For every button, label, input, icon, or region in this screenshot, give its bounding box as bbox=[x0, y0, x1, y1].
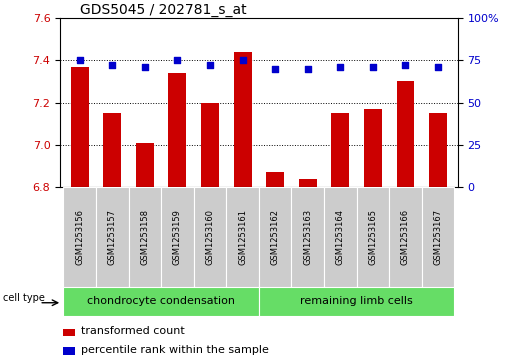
Bar bbox=[63, 187, 96, 287]
Bar bbox=[63, 347, 75, 355]
Text: GDS5045 / 202781_s_at: GDS5045 / 202781_s_at bbox=[80, 3, 247, 17]
Text: GSM1253158: GSM1253158 bbox=[140, 209, 150, 265]
Text: remaining limb cells: remaining limb cells bbox=[300, 296, 413, 306]
Point bbox=[271, 66, 279, 72]
Bar bbox=[201, 103, 219, 187]
Bar bbox=[129, 187, 161, 287]
Bar bbox=[396, 81, 414, 187]
Point bbox=[206, 62, 214, 68]
Point bbox=[75, 57, 84, 63]
Bar bbox=[291, 187, 324, 287]
Text: GSM1253167: GSM1253167 bbox=[434, 209, 442, 265]
Bar bbox=[266, 172, 284, 187]
Bar bbox=[389, 187, 422, 287]
Bar bbox=[429, 113, 447, 187]
Bar bbox=[299, 179, 317, 187]
Point bbox=[401, 62, 410, 68]
Text: transformed count: transformed count bbox=[81, 326, 185, 337]
Text: chondrocyte condensation: chondrocyte condensation bbox=[87, 296, 235, 306]
Bar bbox=[259, 287, 454, 316]
Text: GSM1253163: GSM1253163 bbox=[303, 209, 312, 265]
Bar bbox=[71, 67, 89, 187]
Bar bbox=[357, 187, 389, 287]
Text: GSM1253164: GSM1253164 bbox=[336, 209, 345, 265]
Point bbox=[173, 57, 181, 63]
Point bbox=[141, 64, 149, 70]
Bar bbox=[194, 187, 226, 287]
Point bbox=[303, 66, 312, 72]
Text: GSM1253157: GSM1253157 bbox=[108, 209, 117, 265]
Bar bbox=[332, 113, 349, 187]
Text: percentile rank within the sample: percentile rank within the sample bbox=[81, 345, 269, 355]
Bar bbox=[63, 329, 75, 336]
Point bbox=[238, 57, 247, 63]
Bar bbox=[104, 113, 121, 187]
Bar bbox=[234, 52, 252, 187]
Text: GSM1253156: GSM1253156 bbox=[75, 209, 84, 265]
Bar bbox=[63, 287, 259, 316]
Point bbox=[336, 64, 345, 70]
Bar bbox=[161, 187, 194, 287]
Bar bbox=[259, 187, 291, 287]
Point bbox=[434, 64, 442, 70]
Bar bbox=[136, 143, 154, 187]
Text: cell type: cell type bbox=[3, 293, 45, 303]
Point bbox=[369, 64, 377, 70]
Bar bbox=[364, 109, 382, 187]
Bar bbox=[324, 187, 357, 287]
Bar bbox=[422, 187, 454, 287]
Text: GSM1253160: GSM1253160 bbox=[206, 209, 214, 265]
Bar bbox=[226, 187, 259, 287]
Point bbox=[108, 62, 117, 68]
Text: GSM1253161: GSM1253161 bbox=[238, 209, 247, 265]
Text: GSM1253165: GSM1253165 bbox=[368, 209, 378, 265]
Text: GSM1253166: GSM1253166 bbox=[401, 209, 410, 265]
Text: GSM1253159: GSM1253159 bbox=[173, 209, 182, 265]
Bar bbox=[96, 187, 129, 287]
Bar bbox=[168, 73, 186, 187]
Text: GSM1253162: GSM1253162 bbox=[271, 209, 280, 265]
